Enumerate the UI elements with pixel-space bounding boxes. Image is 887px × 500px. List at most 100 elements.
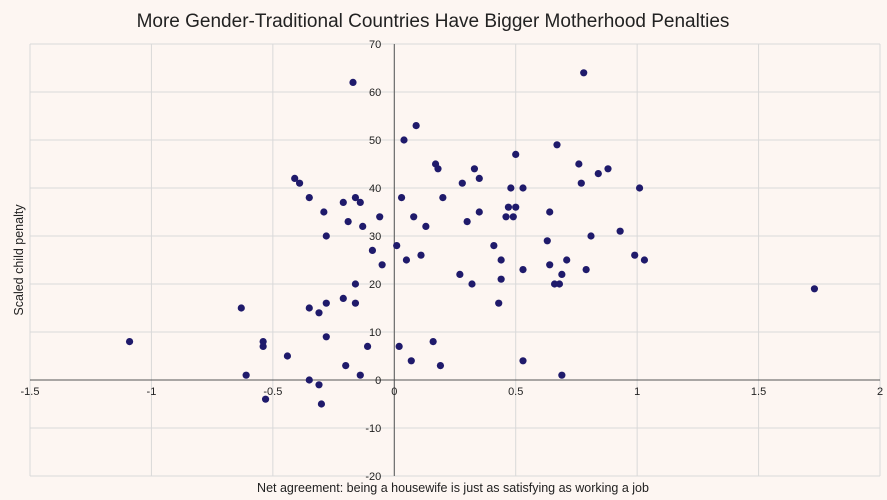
data-point xyxy=(604,165,612,173)
data-point xyxy=(640,256,649,264)
data-point xyxy=(497,256,505,264)
data-point xyxy=(810,285,819,293)
data-point xyxy=(349,78,357,86)
data-point xyxy=(322,333,330,341)
data-point xyxy=(397,194,406,202)
y-tick-label: 70 xyxy=(369,39,381,51)
y-tick-label: 10 xyxy=(369,327,381,339)
data-point xyxy=(412,122,420,130)
data-point xyxy=(351,280,360,288)
data-point xyxy=(305,376,313,384)
x-tick-label: 2 xyxy=(877,386,883,398)
data-point xyxy=(582,266,590,274)
data-point xyxy=(305,194,313,202)
data-point xyxy=(456,270,464,278)
data-point xyxy=(237,304,245,312)
data-point xyxy=(577,179,585,187)
data-point xyxy=(439,194,447,202)
y-tick-label: 50 xyxy=(369,135,381,147)
data-point xyxy=(490,242,498,250)
y-tick-label: 20 xyxy=(369,279,381,291)
data-point xyxy=(417,251,425,259)
x-axis-label: Net agreement: being a housewife is just… xyxy=(257,481,649,495)
data-point xyxy=(305,304,313,312)
data-point xyxy=(356,371,364,379)
data-point xyxy=(504,203,513,211)
data-point xyxy=(555,280,564,288)
data-point xyxy=(410,213,418,221)
y-tick-label: 40 xyxy=(369,183,381,195)
data-point xyxy=(616,227,624,235)
x-tick-label: 0.5 xyxy=(508,386,523,398)
data-point xyxy=(295,179,304,187)
tick-labels: -1.5 -1 -0.5 0 0.5 1 1.5 2 -20 -10 0 10 20 30 40 50 60 70 xyxy=(21,39,884,483)
data-point xyxy=(125,338,134,346)
data-point xyxy=(546,261,554,269)
data-point xyxy=(587,232,595,240)
data-point xyxy=(509,213,517,221)
data-point xyxy=(351,194,360,202)
data-point xyxy=(558,371,566,379)
x-tick-label: 1.5 xyxy=(751,386,766,398)
data-point xyxy=(422,222,430,230)
y-tick-label: 60 xyxy=(369,87,381,99)
data-point xyxy=(563,256,571,264)
data-point xyxy=(376,213,384,221)
data-point xyxy=(502,213,510,221)
data-point xyxy=(512,150,520,158)
data-point xyxy=(507,184,515,192)
data-point xyxy=(342,362,350,370)
x-tick-label: -0.5 xyxy=(263,386,282,398)
data-point xyxy=(363,342,372,350)
data-point xyxy=(344,218,352,226)
data-point xyxy=(402,256,411,264)
data-point xyxy=(495,299,503,307)
data-point xyxy=(553,141,561,149)
data-point xyxy=(359,222,367,230)
data-point xyxy=(463,218,471,226)
data-point xyxy=(429,338,437,346)
chart-title: More Gender-Traditional Countries Have B… xyxy=(137,11,730,32)
data-point xyxy=(339,294,347,302)
x-tick-label: 1 xyxy=(634,386,640,398)
x-tick-label: 0 xyxy=(391,386,397,398)
y-tick-label: -10 xyxy=(365,423,381,435)
data-point xyxy=(395,342,403,350)
data-point xyxy=(378,261,386,269)
x-tick-label: -1 xyxy=(147,386,157,398)
data-point xyxy=(635,184,644,192)
data-point xyxy=(497,275,505,283)
data-point xyxy=(558,270,566,278)
data-point xyxy=(261,395,270,403)
data-point xyxy=(470,165,479,173)
data-point xyxy=(400,136,408,144)
data-point xyxy=(259,342,267,350)
data-point xyxy=(575,160,583,168)
data-point xyxy=(242,371,250,379)
data-point xyxy=(407,357,415,365)
data-point xyxy=(512,203,520,211)
axes xyxy=(30,44,880,476)
data-point xyxy=(393,242,401,250)
data-point xyxy=(322,232,330,240)
data-point xyxy=(519,266,527,274)
data-point xyxy=(475,208,483,216)
data-point xyxy=(322,299,330,307)
data-point xyxy=(543,237,551,245)
data-point xyxy=(320,208,328,216)
data-point xyxy=(631,251,639,259)
data-point xyxy=(356,198,364,206)
data-point xyxy=(351,299,360,307)
data-point xyxy=(519,357,527,365)
data-point xyxy=(580,69,588,77)
data-point xyxy=(283,352,292,360)
data-point xyxy=(519,184,527,192)
data-point xyxy=(468,280,476,288)
data-point xyxy=(315,381,323,389)
data-point xyxy=(291,174,299,182)
data-point xyxy=(317,400,326,408)
y-axis-label: Scaled child penalty xyxy=(12,204,26,316)
